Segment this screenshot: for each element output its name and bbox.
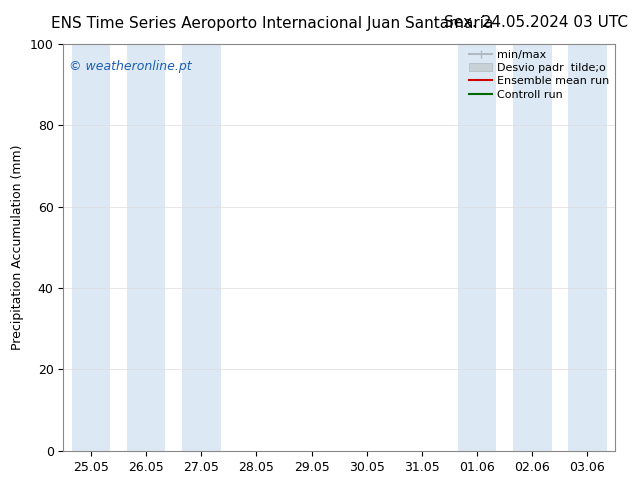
Bar [513,44,552,451]
Bar [127,44,165,451]
Text: © weatheronline.pt: © weatheronline.pt [69,60,191,74]
Bar [458,44,496,451]
Bar [568,44,607,451]
Text: Sex. 24.05.2024 03 UTC: Sex. 24.05.2024 03 UTC [444,15,628,30]
Bar [182,44,221,451]
Bar [72,44,110,451]
Y-axis label: Precipitation Accumulation (mm): Precipitation Accumulation (mm) [11,145,24,350]
Text: ENS Time Series Aeroporto Internacional Juan Santamaría: ENS Time Series Aeroporto Internacional … [51,15,493,31]
Legend: min/max, Desvio padr  tilde;o, Ensemble mean run, Controll run: min/max, Desvio padr tilde;o, Ensemble m… [469,49,609,99]
